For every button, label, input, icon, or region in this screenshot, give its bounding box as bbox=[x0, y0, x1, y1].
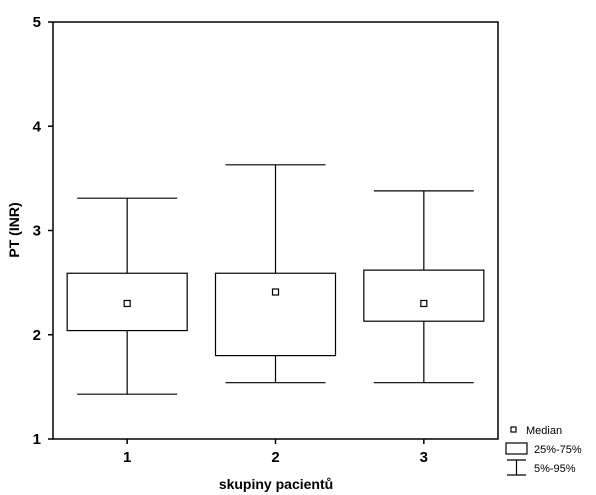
box-group-2 bbox=[214, 164, 337, 384]
legend-whisker-symbol bbox=[507, 459, 526, 476]
boxes-group bbox=[66, 164, 485, 395]
x-tick-label: 3 bbox=[420, 449, 428, 466]
legend: Median 25%-75% 5%-95% bbox=[505, 425, 582, 476]
legend-box-label: 25%-75% bbox=[534, 444, 582, 456]
median-marker bbox=[123, 299, 131, 308]
y-tick-label: 2 bbox=[33, 327, 41, 344]
x-tick-label: 2 bbox=[271, 449, 279, 466]
y-tick-label: 1 bbox=[33, 431, 41, 448]
y-tick-label: 5 bbox=[33, 14, 41, 31]
x-tick-label: 1 bbox=[123, 449, 131, 466]
iqr-box bbox=[214, 272, 337, 357]
legend-whisker-label: 5%-95% bbox=[534, 463, 576, 475]
y-tick-label: 4 bbox=[33, 118, 42, 135]
median-marker bbox=[420, 299, 428, 308]
legend-median-label: Median bbox=[526, 425, 562, 437]
box-group-3 bbox=[363, 190, 485, 384]
y-tick-label: 3 bbox=[33, 223, 41, 240]
box-group-1 bbox=[66, 197, 188, 395]
legend-box-symbol bbox=[505, 442, 528, 455]
median-marker bbox=[271, 288, 280, 296]
x-axis: 1 2 3 bbox=[123, 439, 428, 466]
y-axis: 1 2 3 4 5 bbox=[33, 14, 53, 448]
x-axis-label: skupiny pacientů bbox=[219, 476, 333, 492]
iqr-box bbox=[363, 269, 485, 322]
y-axis-label: PT (INR) bbox=[6, 202, 22, 257]
legend-median-symbol bbox=[510, 426, 517, 433]
